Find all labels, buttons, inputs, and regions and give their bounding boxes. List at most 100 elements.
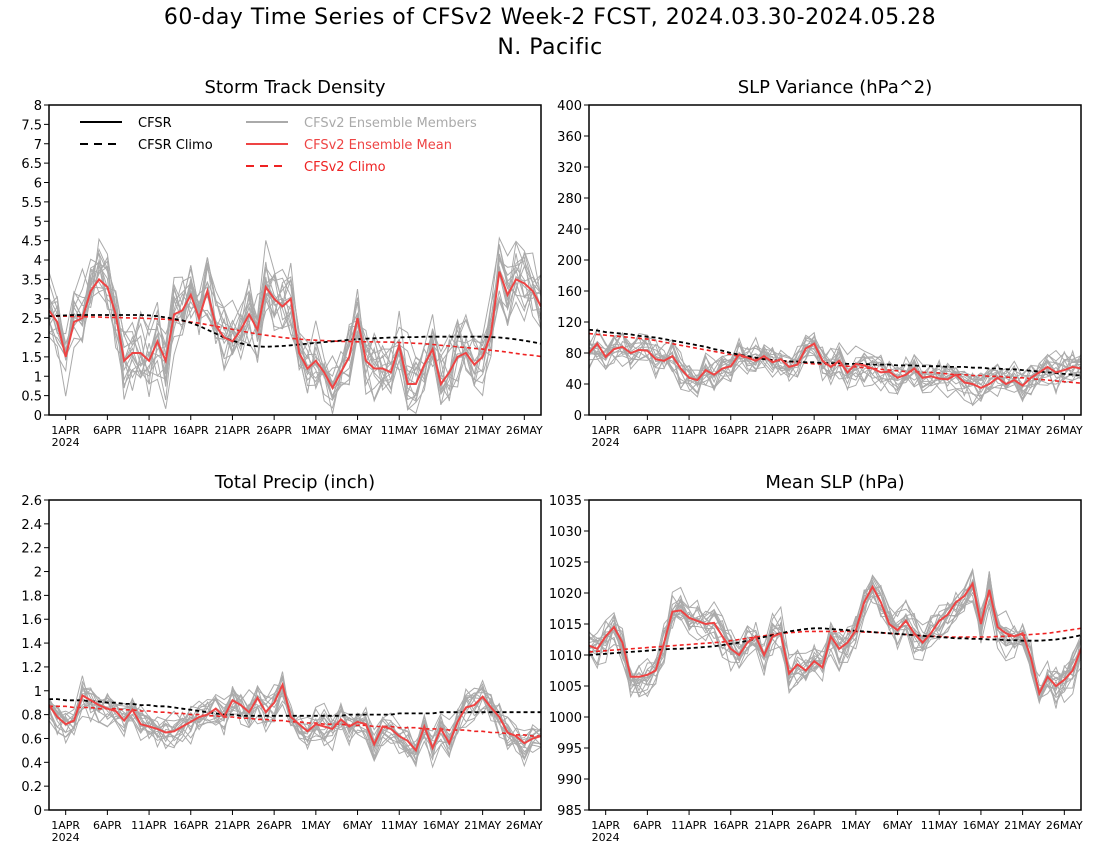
ensemble-mean-line <box>49 681 541 753</box>
y-tick-label: 8 <box>34 99 42 114</box>
plot-area <box>49 236 541 415</box>
x-year-label: 2024 <box>52 436 80 449</box>
x-tick-label: 11APR <box>131 424 167 437</box>
panel-3: Total Precip (inch) 0 0.2 0.4 0.6 0.8 1 1.2 1.4 1… <box>21 472 543 844</box>
y-tick-label: 1.8 <box>21 589 42 604</box>
ensemble-member-line <box>589 584 1081 700</box>
ensemble-member-line <box>49 252 541 396</box>
x-tick-label: 26MAY <box>1046 819 1083 832</box>
y-tick-label: 4.5 <box>21 235 42 250</box>
y-tick-label: 995 <box>557 742 582 757</box>
y-tick-label: 1005 <box>549 680 582 695</box>
y-tick-label: 40 <box>565 378 582 393</box>
y-tick-label: 1.4 <box>21 637 42 652</box>
x-tick-label: 11MAY <box>381 819 418 832</box>
y-tick-label: 0.5 <box>21 390 42 405</box>
y-tick-label: 120 <box>557 316 582 331</box>
x-tick-label: 21APR <box>755 819 791 832</box>
x-tick-label: 1MAY <box>841 819 871 832</box>
x-tick-label: 6APR <box>633 424 662 437</box>
y-tick-label: 985 <box>557 804 582 819</box>
y-tick-label: 1020 <box>549 587 582 602</box>
x-tick-label: 16MAY <box>422 819 459 832</box>
x-tick-label: 11MAY <box>921 819 958 832</box>
x-tick-label: 1APR <box>591 819 620 832</box>
x-tick-label: 16APR <box>173 424 209 437</box>
plot-area <box>589 327 1081 407</box>
x-tick-label: 11APR <box>671 424 707 437</box>
x-year-label: 2024 <box>592 831 620 844</box>
x-tick-label: 6APR <box>93 424 122 437</box>
x-tick-label: 26MAY <box>506 424 543 437</box>
ensemble-member-line <box>589 333 1081 398</box>
ensemble-member-line <box>589 581 1081 705</box>
x-tick-label: 1APR <box>591 424 620 437</box>
y-tick-label: 1 <box>34 685 42 700</box>
x-tick-label: 6MAY <box>343 424 373 437</box>
y-tick-label: 160 <box>557 285 582 300</box>
y-tick-label: 320 <box>557 161 582 176</box>
ensemble-mean-line <box>589 342 1081 390</box>
x-tick-label: 16APR <box>713 424 749 437</box>
x-tick-label: 6APR <box>633 819 662 832</box>
x-tick-label: 21APR <box>215 819 251 832</box>
x-tick-label: 11MAY <box>381 424 418 437</box>
x-tick-label: 11MAY <box>921 424 958 437</box>
y-tick-label: 5.5 <box>21 196 42 211</box>
plot-area <box>49 671 541 769</box>
y-tick-label: 1030 <box>549 525 582 540</box>
x-tick-label: 26APR <box>256 819 292 832</box>
y-tick-label: 0.8 <box>21 709 42 724</box>
y-tick-label: 1 <box>34 370 42 385</box>
y-tick-label: 1035 <box>549 494 582 509</box>
y-tick-label: 1.6 <box>21 613 42 628</box>
y-tick-label: 0.6 <box>21 732 42 747</box>
y-tick-label: 1.5 <box>21 351 42 366</box>
x-tick-label: 21MAY <box>1004 424 1041 437</box>
y-tick-label: 0.4 <box>21 756 42 771</box>
x-tick-label: 6MAY <box>883 424 913 437</box>
y-tick-label: 0 <box>574 409 582 424</box>
y-tick-label: 2.2 <box>21 542 42 557</box>
y-tick-label: 2 <box>34 332 42 347</box>
x-tick-label: 16APR <box>713 819 749 832</box>
x-tick-label: 16MAY <box>422 424 459 437</box>
y-tick-label: 1015 <box>549 618 582 633</box>
x-year-label: 2024 <box>52 831 80 844</box>
y-tick-label: 5 <box>34 215 42 230</box>
ensemble-member-line <box>49 671 541 764</box>
panel-title: Mean SLP (hPa) <box>765 472 904 493</box>
cfsr-climo-line <box>49 698 541 717</box>
x-tick-label: 6MAY <box>343 819 373 832</box>
cfsr-climo-line <box>49 314 541 348</box>
x-tick-label: 26APR <box>796 424 832 437</box>
x-tick-label: 21APR <box>215 424 251 437</box>
y-tick-label: 3.5 <box>21 273 42 288</box>
y-tick-label: 990 <box>557 773 582 788</box>
x-tick-label: 1MAY <box>301 819 331 832</box>
x-tick-label: 6MAY <box>883 819 913 832</box>
x-tick-label: 16MAY <box>962 819 999 832</box>
x-tick-label: 16APR <box>173 819 209 832</box>
ensemble-member-line <box>49 259 541 401</box>
y-tick-label: 6.5 <box>21 157 42 172</box>
legend: CFSR CFSR Climo CFSv2 Ensemble Members CFSv… <box>80 116 477 175</box>
panel-2: SLP Variance (hPa^2) 0 40 80 120 160 200 240 280… <box>557 77 1083 449</box>
x-tick-label: 21MAY <box>464 424 501 437</box>
y-tick-label: 240 <box>557 223 582 238</box>
cfsv2-climo-line <box>49 315 541 358</box>
region-title: N. Pacific <box>497 35 603 60</box>
y-tick-label: 400 <box>557 99 582 114</box>
x-tick-label: 1MAY <box>841 424 871 437</box>
y-tick-label: 200 <box>557 254 582 269</box>
legend-label: CFSR Climo <box>138 138 213 153</box>
y-tick-label: 0 <box>34 409 42 424</box>
x-tick-label: 1APR <box>51 424 80 437</box>
y-tick-label: 360 <box>557 130 582 145</box>
x-tick-label: 26APR <box>256 424 292 437</box>
y-tick-label: 1025 <box>549 556 582 571</box>
cfsv2-climo-line <box>589 627 1081 653</box>
y-tick-label: 2.4 <box>21 518 42 533</box>
plot-frame <box>48 499 542 811</box>
